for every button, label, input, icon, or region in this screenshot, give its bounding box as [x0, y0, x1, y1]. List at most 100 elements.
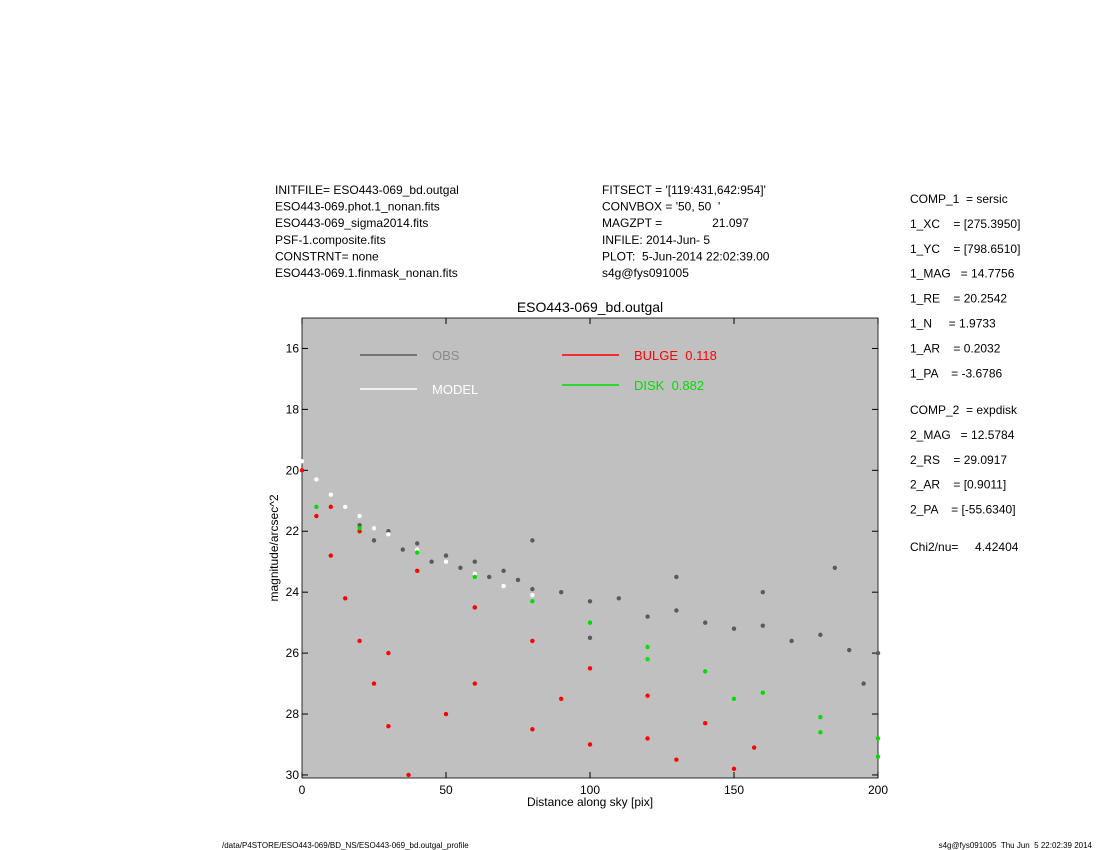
- x-tick-label: 0: [299, 783, 306, 797]
- y-tick-label: 16: [286, 341, 300, 355]
- data-point: [587, 666, 593, 671]
- x-tick-label: 150: [724, 783, 744, 797]
- data-point: [587, 599, 593, 604]
- data-point: [875, 736, 881, 741]
- data-point: [386, 529, 391, 534]
- data-point: [751, 745, 757, 750]
- data-point: [357, 522, 362, 528]
- data-point: [530, 638, 535, 644]
- legend-label: MODEL: [432, 382, 478, 397]
- y-tick-label: 28: [286, 707, 300, 721]
- data-point: [530, 586, 535, 592]
- data-point: [371, 538, 377, 543]
- data-point: [357, 525, 362, 531]
- data-point: [400, 547, 405, 552]
- data-point: [760, 589, 765, 595]
- component-param: 1_N = 1.9733: [910, 317, 996, 331]
- data-point: [443, 711, 449, 717]
- data-point: [458, 565, 463, 571]
- data-point: [357, 513, 362, 519]
- y-tick-label: 20: [286, 463, 300, 477]
- header-middle-line: INFILE: 2014-Jun- 5: [602, 233, 710, 247]
- data-point: [415, 550, 420, 555]
- data-point: [299, 468, 305, 473]
- data-point: [314, 513, 319, 519]
- data-point: [415, 541, 420, 546]
- data-point: [645, 614, 650, 619]
- data-point: [415, 568, 420, 574]
- component-param: 1_YC = [798.6510]: [910, 242, 1020, 256]
- data-point: [760, 623, 765, 628]
- data-point: [472, 571, 477, 577]
- data-point: [443, 559, 449, 564]
- data-point: [487, 574, 492, 580]
- data-point: [357, 529, 362, 534]
- data-point: [501, 568, 506, 574]
- data-point: [357, 638, 362, 644]
- component-param: COMP_1 = sersic: [910, 192, 1008, 206]
- y-tick-label: 30: [286, 768, 300, 782]
- header-middle-line: PLOT: 5-Jun-2014 22:02:39.00: [602, 249, 770, 263]
- data-point: [501, 583, 506, 589]
- data-point: [760, 690, 765, 695]
- data-point: [328, 504, 333, 510]
- data-point: [861, 681, 866, 686]
- header-middle-line: CONVBOX = '50, 50 ': [602, 200, 720, 214]
- x-tick-label: 200: [868, 783, 888, 797]
- component-param: 1_RE = 20.2542: [910, 292, 1007, 306]
- y-tick-label: 18: [286, 402, 300, 416]
- y-tick-label: 26: [286, 646, 300, 660]
- component-param: 2_PA = [-55.6340]: [910, 503, 1016, 517]
- data-point: [530, 599, 535, 604]
- header-middle-line: FITSECT = '[119:431,642:954]': [602, 183, 766, 197]
- header-middle-line: s4g@fys091005: [602, 266, 689, 280]
- data-point: [847, 647, 852, 653]
- header-left-line: ESO443-069_sigma2014.fits: [275, 216, 428, 230]
- legend-label: DISK 0.882: [634, 378, 704, 393]
- component-param: 1_AR = 0.2032: [910, 341, 1001, 355]
- plot-area: [301, 317, 879, 779]
- data-point: [530, 538, 535, 543]
- data-point: [343, 596, 348, 601]
- header-left-line: ESO443-069.phot.1_nonan.fits: [275, 200, 440, 214]
- data-point: [472, 574, 477, 580]
- data-point: [645, 693, 650, 698]
- component-param: 2_MAG = 12.5784: [910, 428, 1015, 442]
- data-point: [530, 727, 535, 732]
- data-point: [587, 742, 593, 747]
- data-point: [674, 574, 679, 580]
- data-point: [386, 724, 391, 729]
- data-point: [343, 504, 348, 510]
- data-point: [472, 605, 477, 610]
- component-param: 1_MAG = 14.7756: [910, 267, 1015, 281]
- data-point: [587, 635, 593, 641]
- component-param: 2_RS = 29.0917: [910, 453, 1007, 467]
- legend-label: OBS: [432, 348, 460, 363]
- data-point: [875, 754, 881, 759]
- chi-square: Chi2/nu= 4.42404: [910, 540, 1019, 554]
- data-point: [415, 547, 420, 552]
- data-point: [429, 559, 434, 564]
- data-point: [386, 532, 391, 537]
- data-point: [731, 696, 737, 701]
- data-point: [587, 620, 593, 625]
- data-point: [674, 608, 679, 613]
- footer-left: /data/P4STORE/ESO443-069/BD_NS/ESO443-06…: [222, 841, 469, 850]
- data-point: [328, 492, 333, 497]
- data-point: [328, 553, 333, 558]
- y-tick-label: 24: [286, 585, 300, 599]
- header-left-line: ESO443-069.1.finmask_nonan.fits: [275, 266, 458, 280]
- y-axis-label: magnitude/arcsec^2: [267, 494, 281, 601]
- data-point: [386, 650, 391, 656]
- header-middle-line: MAGZPT = 21.097: [602, 216, 749, 230]
- data-point: [674, 757, 679, 762]
- data-point: [703, 720, 708, 726]
- data-point: [472, 681, 477, 686]
- data-point: [616, 596, 621, 601]
- header-left-line: CONSTRNT= none: [275, 249, 379, 263]
- data-point: [406, 772, 411, 778]
- component-param: 1_XC = [275.3950]: [910, 217, 1020, 231]
- data-point: [645, 644, 650, 650]
- component-param: 2_AR = [0.9011]: [910, 478, 1006, 492]
